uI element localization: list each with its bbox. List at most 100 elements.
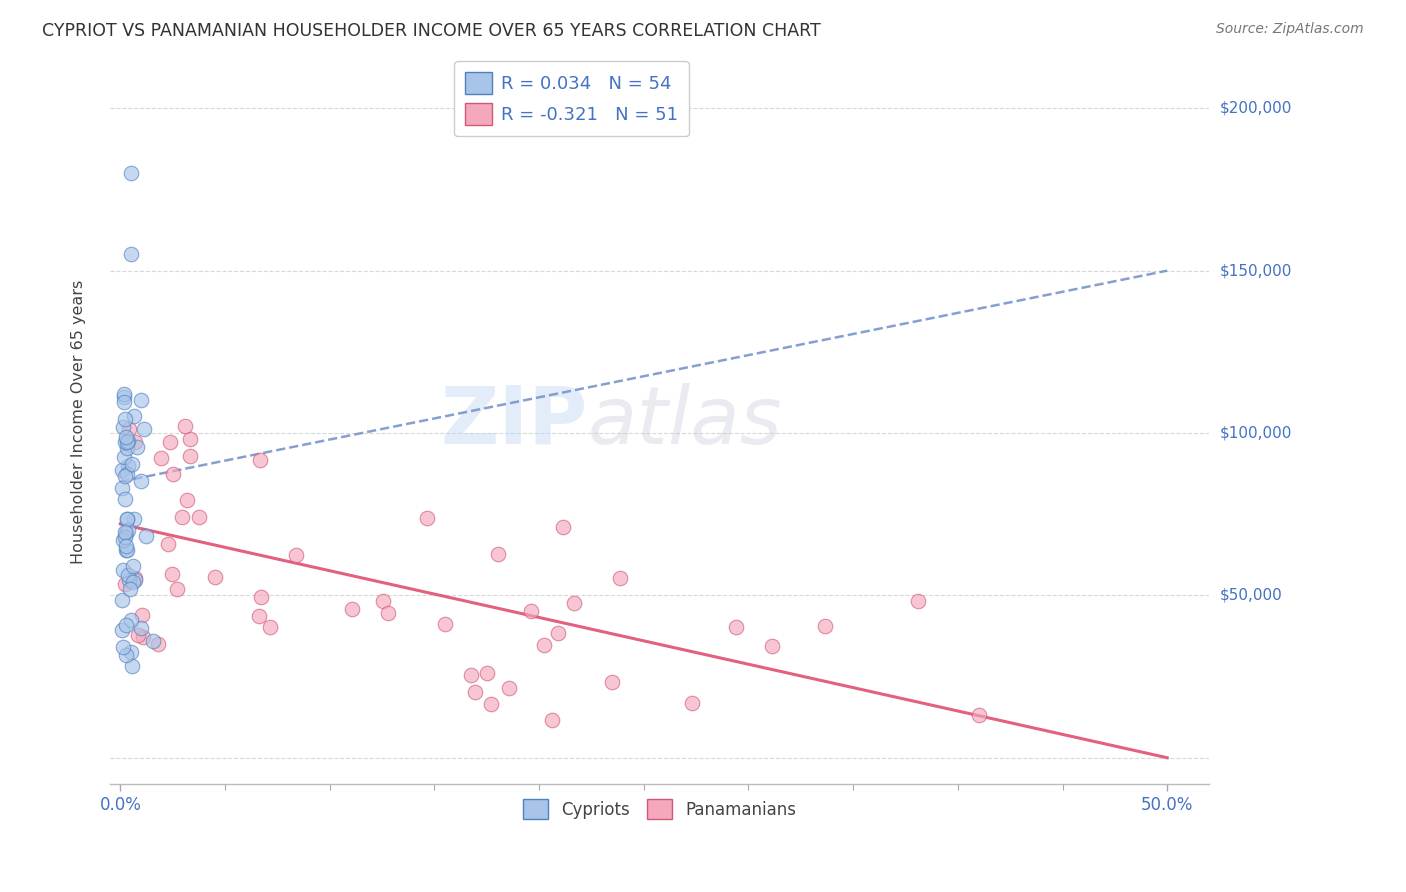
- Point: [907, 593, 929, 607]
- Point: [540, 713, 562, 727]
- Point: [120, 166, 142, 180]
- Text: atlas: atlas: [588, 383, 783, 460]
- Text: $150,000: $150,000: [1220, 263, 1292, 278]
- Point: [115, 526, 138, 541]
- Point: [110, 623, 132, 637]
- Point: [129, 474, 152, 488]
- Point: [284, 548, 307, 562]
- Point: [117, 523, 139, 537]
- Point: [174, 419, 197, 434]
- Point: [159, 434, 181, 449]
- Point: [115, 539, 138, 553]
- Point: [176, 492, 198, 507]
- Point: [259, 620, 281, 634]
- Point: [249, 453, 271, 467]
- Point: [371, 594, 394, 608]
- Point: [121, 457, 143, 471]
- Point: [114, 576, 136, 591]
- Point: [114, 530, 136, 544]
- Point: [533, 638, 555, 652]
- Point: [547, 626, 569, 640]
- Point: [179, 450, 201, 464]
- Point: [131, 608, 153, 623]
- Text: $200,000: $200,000: [1220, 101, 1292, 116]
- Text: $100,000: $100,000: [1220, 425, 1292, 441]
- Point: [519, 604, 541, 618]
- Point: [112, 390, 135, 404]
- Point: [122, 409, 145, 424]
- Point: [127, 627, 149, 641]
- Point: [166, 582, 188, 596]
- Point: [562, 597, 585, 611]
- Point: [486, 547, 509, 561]
- Point: [761, 639, 783, 653]
- Point: [115, 542, 138, 557]
- Point: [498, 681, 520, 695]
- Point: [553, 520, 575, 534]
- Text: ZIP: ZIP: [440, 383, 588, 460]
- Point: [114, 492, 136, 507]
- Point: [188, 509, 211, 524]
- Point: [247, 608, 270, 623]
- Point: [131, 392, 153, 407]
- Text: CYPRIOT VS PANAMANIAN HOUSEHOLDER INCOME OVER 65 YEARS CORRELATION CHART: CYPRIOT VS PANAMANIAN HOUSEHOLDER INCOME…: [42, 22, 821, 40]
- Point: [121, 659, 143, 673]
- Point: [479, 697, 502, 711]
- Point: [111, 463, 134, 477]
- Point: [115, 512, 138, 526]
- Text: Source: ZipAtlas.com: Source: ZipAtlas.com: [1216, 22, 1364, 37]
- Point: [118, 573, 141, 587]
- Point: [160, 566, 183, 581]
- Point: [112, 533, 135, 548]
- Point: [112, 394, 135, 409]
- Point: [172, 510, 194, 524]
- Point: [602, 675, 624, 690]
- Point: [118, 422, 141, 436]
- Point: [122, 574, 145, 589]
- Point: [112, 420, 135, 434]
- Point: [121, 558, 143, 573]
- Point: [249, 590, 271, 604]
- Point: [112, 387, 135, 401]
- Point: [117, 434, 139, 448]
- Point: [609, 571, 631, 585]
- Point: [115, 441, 138, 455]
- Point: [114, 412, 136, 426]
- Point: [460, 667, 482, 681]
- Point: [112, 450, 135, 465]
- Text: $50,000: $50,000: [1220, 588, 1282, 603]
- Point: [120, 247, 142, 261]
- Point: [122, 512, 145, 526]
- Point: [131, 621, 153, 635]
- Point: [150, 450, 173, 465]
- Point: [464, 685, 486, 699]
- Point: [112, 640, 135, 655]
- Point: [124, 573, 146, 587]
- Point: [114, 469, 136, 483]
- Point: [724, 620, 747, 634]
- Point: [111, 593, 134, 607]
- Point: [111, 563, 134, 577]
- Point: [124, 571, 146, 585]
- Point: [120, 645, 142, 659]
- Point: [115, 467, 138, 481]
- Point: [111, 481, 134, 495]
- Point: [142, 633, 165, 648]
- Point: [162, 467, 184, 481]
- Point: [124, 435, 146, 450]
- Point: [132, 422, 155, 436]
- Point: [115, 430, 138, 444]
- Point: [125, 440, 148, 454]
- Point: [115, 542, 138, 557]
- Point: [146, 637, 169, 651]
- Point: [156, 537, 179, 551]
- Point: [120, 582, 142, 596]
- Point: [434, 617, 457, 632]
- Point: [416, 511, 439, 525]
- Point: [814, 618, 837, 632]
- Point: [120, 613, 142, 627]
- Point: [115, 512, 138, 526]
- Point: [115, 434, 138, 449]
- Legend: Cypriots, Panamanians: Cypriots, Panamanians: [516, 792, 803, 826]
- Point: [135, 529, 157, 543]
